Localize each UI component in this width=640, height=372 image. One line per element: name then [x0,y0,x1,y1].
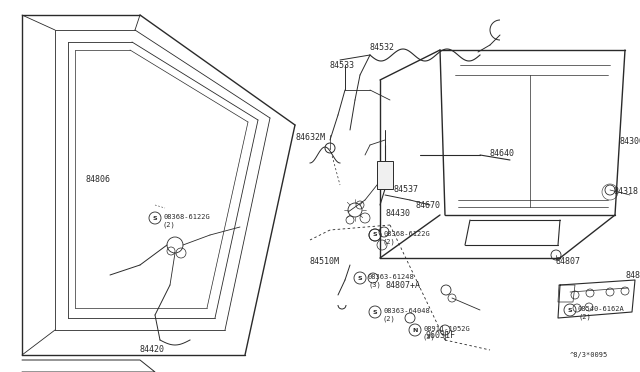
Text: (2): (2) [578,314,591,320]
Text: ^8/3*0095: ^8/3*0095 [570,352,608,358]
Text: S: S [153,215,157,221]
Text: 84810M: 84810M [625,270,640,279]
Text: 84670: 84670 [415,201,440,209]
Text: (3): (3) [423,334,436,340]
Text: 08540-6162A: 08540-6162A [578,306,625,312]
Text: (2): (2) [163,222,176,228]
Text: 84300: 84300 [620,138,640,147]
Text: 84806: 84806 [85,176,110,185]
Text: 08368-6122G: 08368-6122G [163,214,210,220]
Text: 84807: 84807 [555,257,580,266]
Text: 08911-1052G: 08911-1052G [423,326,470,332]
Text: 84430: 84430 [385,208,410,218]
Text: (2): (2) [383,316,396,322]
Text: (3): (3) [368,282,381,288]
Text: 84510M: 84510M [310,257,340,266]
Text: S: S [372,232,378,237]
Text: N: N [412,327,418,333]
Text: 84318: 84318 [614,187,639,196]
Text: 84632M: 84632M [295,134,325,142]
Text: S: S [358,276,362,280]
Text: 84640: 84640 [490,148,515,157]
Text: 84537: 84537 [393,186,418,195]
Text: 84420: 84420 [140,346,165,355]
Text: 08368-6122G: 08368-6122G [383,231,429,237]
Text: 84807+A: 84807+A [385,280,420,289]
Text: S: S [568,308,572,312]
Text: 08363-61248: 08363-61248 [368,274,415,280]
Text: 96031F: 96031F [425,331,455,340]
Text: 84532: 84532 [370,44,395,52]
Text: 84533: 84533 [330,61,355,70]
Text: (2): (2) [383,239,396,245]
Text: S: S [372,310,378,314]
Text: 08363-64048: 08363-64048 [383,308,429,314]
Bar [377,161,393,189]
